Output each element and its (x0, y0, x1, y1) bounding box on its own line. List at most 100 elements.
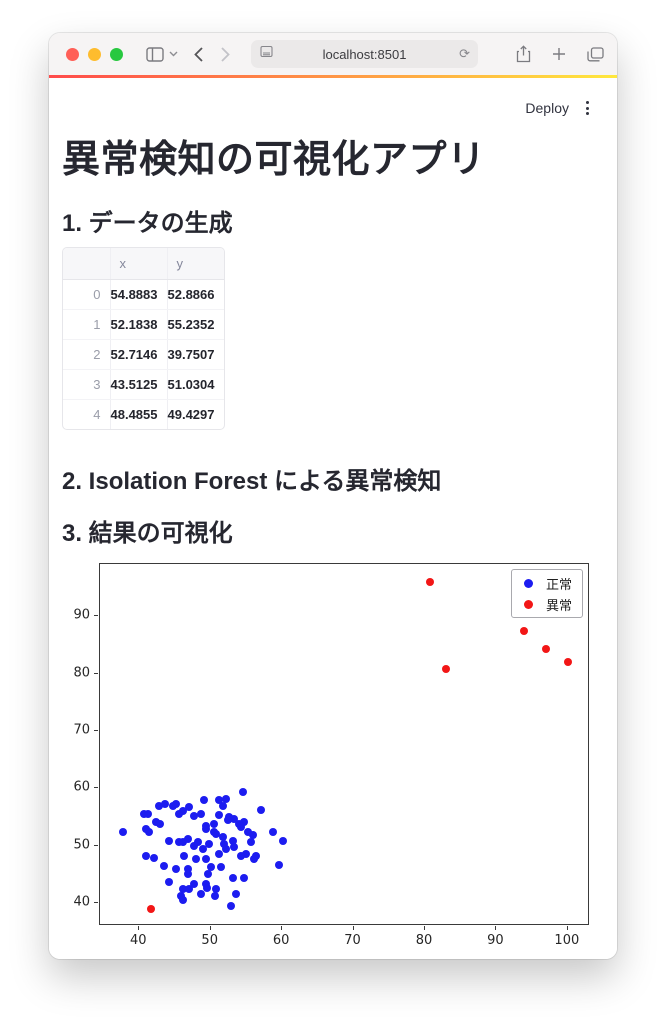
y-tick-label: 90 (73, 607, 90, 623)
decoration-bar (49, 75, 617, 78)
table-cell[interactable]: 39.7507 (167, 339, 224, 370)
scatter-point-正常 (268, 828, 277, 837)
scatter-point-正常 (198, 845, 207, 854)
x-tick-label: 70 (344, 933, 361, 948)
row-index-cell[interactable]: 4 (63, 399, 111, 429)
chevron-down-icon[interactable] (169, 51, 178, 57)
column-header[interactable]: y (167, 248, 224, 280)
scatter-point-正常 (205, 839, 214, 848)
scatter-point-正常 (178, 895, 187, 904)
scatter-point-異常 (563, 658, 572, 667)
table-cell[interactable]: 49.4297 (167, 406, 215, 422)
table-cell[interactable]: 54.8883 (110, 279, 168, 310)
legend-label: 異常 (545, 598, 572, 614)
scatter-chart: 正常 異常 40 50 60 70 80 90 100 40 50 60 70 80 90 (62, 555, 604, 959)
x-tick-mark (352, 926, 354, 930)
y-tick-label: 40 (73, 894, 90, 910)
legend: 正常 異常 (510, 569, 583, 618)
table-row: 0 54.8883 52.8866 (63, 279, 224, 310)
reader-icon[interactable] (260, 45, 273, 63)
row-index-cell[interactable]: 2 (63, 339, 111, 370)
reload-icon[interactable]: ⟳ (459, 46, 470, 61)
y-tick-mark (94, 787, 98, 789)
browser-toolbar: localhost:8501 ⟳ (49, 33, 617, 75)
traffic-lights (66, 47, 123, 61)
overflow-menu-icon[interactable] (586, 101, 589, 115)
scatter-point-正常 (243, 828, 252, 837)
legend-entry: 異常 (520, 595, 572, 614)
deploy-button[interactable]: Deploy (525, 100, 569, 116)
scatter-point-正常 (202, 854, 211, 863)
column-header[interactable] (63, 248, 111, 280)
scatter-point-正常 (183, 834, 192, 843)
scatter-point-正常 (175, 838, 184, 847)
url-text[interactable]: localhost:8501 (322, 46, 407, 62)
x-tick-mark (424, 926, 425, 930)
scatter-point-正常 (222, 845, 231, 854)
table-cell[interactable]: 43.5125 (110, 369, 168, 400)
legend-marker-icon (523, 599, 533, 609)
row-index-cell[interactable]: 3 (63, 369, 111, 400)
scatter-point-正常 (197, 810, 206, 819)
url-bar[interactable]: localhost:8501 ⟳ (251, 40, 478, 68)
row-index-cell[interactable]: 0 (63, 279, 111, 310)
scatter-point-正常 (155, 801, 164, 810)
zoom-window-button[interactable] (110, 47, 123, 61)
scatter-point-正常 (215, 796, 224, 805)
scatter-point-正常 (235, 819, 244, 828)
scatter-point-正常 (156, 819, 164, 828)
table-cell[interactable]: 52.7146 (110, 339, 168, 370)
scatter-point-正常 (215, 811, 224, 820)
scatter-point-正常 (230, 814, 239, 823)
scatter-point-正常 (248, 831, 257, 840)
scatter-point-正常 (212, 885, 221, 894)
scatter-point-正常 (218, 801, 227, 810)
x-tick-label: 40 (130, 933, 147, 948)
scatter-point-正常 (203, 870, 212, 879)
legend-label: 正常 (545, 577, 572, 593)
column-header[interactable]: x (110, 248, 168, 280)
x-tick-mark (138, 926, 140, 930)
y-tick-mark (94, 844, 98, 846)
plus-icon[interactable] (552, 47, 566, 61)
table-cell[interactable]: 48.4855 (110, 399, 168, 429)
scatter-point-正常 (192, 854, 201, 863)
scatter-point-正常 (203, 883, 212, 892)
page-title: 異常検知の可視化アプリ (62, 139, 486, 181)
back-icon[interactable] (194, 46, 203, 62)
y-tick-label: 70 (73, 722, 90, 738)
x-tick-mark (495, 926, 497, 930)
x-tick-label: 50 (201, 933, 218, 948)
table-cell[interactable]: 51.0304 (167, 369, 224, 400)
close-window-button[interactable] (66, 47, 79, 61)
row-index-cell[interactable]: 1 (63, 309, 111, 340)
scatter-point-正常 (215, 850, 224, 859)
scatter-point-正常 (160, 861, 169, 870)
legend-marker-icon (523, 578, 533, 588)
scatter-point-正常 (274, 861, 283, 870)
scatter-point-正常 (175, 809, 184, 818)
table-cell[interactable]: 52.1838 (110, 309, 168, 340)
scatter-point-正常 (172, 799, 181, 808)
forward-icon[interactable] (221, 46, 230, 62)
table-cell[interactable]: 55.2352 (167, 309, 224, 340)
scatter-point-正常 (178, 885, 187, 894)
tabs-overview-icon[interactable] (587, 46, 604, 62)
scatter-point-正常 (184, 802, 193, 811)
share-icon[interactable] (516, 45, 531, 63)
scatter-point-異常 (147, 904, 156, 913)
scatter-point-正常 (165, 878, 174, 887)
minimize-window-button[interactable] (88, 47, 101, 61)
scatter-point-正常 (161, 799, 169, 808)
scatter-point-正常 (221, 794, 230, 803)
table-cell[interactable]: 52.8866 (167, 279, 224, 310)
sidebar-toggle-icon[interactable] (146, 46, 164, 62)
x-tick-mark (209, 926, 211, 930)
scatter-point-正常 (142, 825, 151, 834)
scatter-point-正常 (257, 805, 266, 814)
scatter-point-正常 (165, 836, 174, 845)
scatter-point-正常 (228, 836, 237, 845)
